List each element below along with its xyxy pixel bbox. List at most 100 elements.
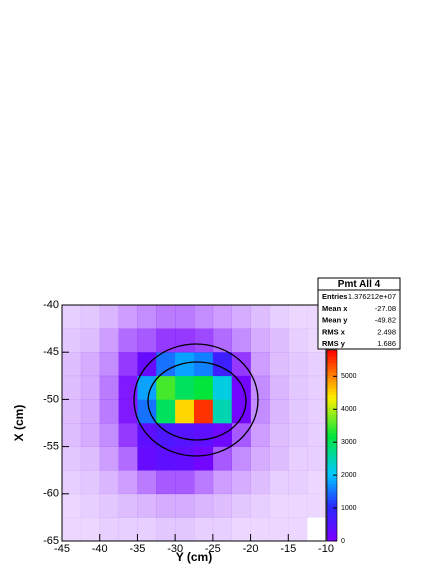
heat-cell [269, 470, 289, 495]
heat-cell [137, 352, 157, 377]
heat-cell [99, 470, 119, 495]
heat-cell [175, 446, 195, 471]
color-bar-segment [327, 525, 337, 529]
color-bar-segment [327, 397, 337, 402]
heat-cell [231, 493, 251, 518]
heat-cell [175, 305, 195, 329]
color-bar-segment [327, 518, 337, 523]
heat-cell [80, 328, 101, 353]
heat-cell [62, 305, 82, 329]
heat-cell [194, 375, 214, 400]
color-bar-segment [327, 359, 337, 364]
color-bar-segment [327, 445, 337, 450]
color-bar-segment [327, 505, 337, 510]
heat-cell [156, 517, 176, 542]
y-tick-label: -55 [43, 441, 59, 453]
heat-cell [194, 352, 214, 377]
color-bar-segment [327, 407, 337, 411]
x-tick-label: -25 [205, 543, 221, 555]
color-bar-segment [327, 369, 337, 373]
heat-cell [194, 517, 214, 542]
heat-cell [175, 517, 195, 542]
heat-cell [250, 328, 270, 353]
heat-cell [156, 446, 176, 471]
heat-cell [175, 328, 195, 353]
heat-cell [118, 517, 138, 542]
color-bar-segment [327, 531, 337, 536]
heat-cell [62, 470, 82, 495]
heat-cell [156, 352, 176, 377]
heat-cell [231, 399, 251, 424]
heat-cell [269, 423, 289, 447]
heat-cell [288, 399, 308, 424]
heat-cell [269, 375, 289, 400]
heat-cell [137, 375, 157, 400]
heat-cell [269, 352, 289, 377]
heat-cell [80, 446, 101, 471]
y-tick-label: -40 [43, 299, 59, 311]
heat-cell [118, 493, 138, 518]
z-tick-label: 4000 [341, 406, 357, 413]
heat-cell [194, 328, 214, 353]
heat-cell [250, 399, 270, 424]
heat-cell [62, 375, 82, 400]
heat-cell [288, 352, 308, 377]
color-bar-segment [327, 410, 337, 415]
inner-circle [147, 361, 247, 441]
heat-cell [80, 423, 101, 447]
heat-cell [99, 493, 119, 518]
heat-cell [62, 399, 82, 424]
color-bar-segment [327, 534, 337, 539]
z-tick-label: 1000 [341, 505, 357, 512]
stats-label: RMS y [322, 339, 346, 348]
heat-cell [62, 446, 82, 471]
stats-value: 1.686 [377, 339, 396, 348]
color-bar-segment [327, 480, 337, 485]
heat-cell [137, 517, 157, 542]
color-bar-segment [327, 356, 337, 360]
z-tick-label: 0 [341, 538, 345, 545]
heat-cell [212, 470, 233, 495]
color-bar-segment [327, 499, 337, 504]
heat-cell [288, 375, 308, 400]
heat-cell [99, 423, 119, 447]
heat-cell [231, 517, 251, 542]
y-axis-title: X (cm) [12, 405, 26, 442]
color-bar-segment [327, 400, 337, 405]
color-bar-segment [327, 470, 337, 475]
heat-cell [175, 423, 195, 447]
color-bar-segment [327, 467, 337, 472]
x-axis-title: Y (cm) [176, 550, 212, 564]
heat-cell [118, 399, 138, 424]
stats-box: Pmt All 4 [317, 277, 401, 350]
heat-cell [99, 305, 119, 329]
heat-cell [62, 352, 82, 377]
heat-cell [269, 399, 289, 424]
heat-cell [156, 375, 176, 400]
color-bar-segment [327, 486, 337, 491]
heat-cell [137, 493, 157, 518]
color-bar-segment [327, 353, 337, 357]
heat-cell [307, 470, 327, 495]
heat-cell [80, 305, 101, 329]
stats-label: Mean x [322, 304, 348, 313]
heat-cell [137, 470, 157, 495]
heat-cell [269, 328, 289, 353]
color-bar-segment [327, 378, 337, 383]
color-bar-segment [327, 435, 337, 440]
heat-cell [194, 423, 214, 447]
heat-cell [307, 352, 327, 377]
stats-value: -27.08 [375, 304, 396, 313]
heat-cell [288, 470, 308, 495]
heat-cell [212, 399, 233, 424]
stats-title: Pmt All 4 [338, 279, 381, 290]
heat-cell [62, 493, 82, 518]
heat-cell [118, 305, 138, 329]
color-bar-segment [327, 350, 337, 354]
heat-cell [99, 352, 119, 377]
color-bar-segment [327, 442, 337, 446]
heat-cell [231, 375, 251, 400]
plot-frame [61, 304, 327, 542]
heat-cell [269, 446, 289, 471]
